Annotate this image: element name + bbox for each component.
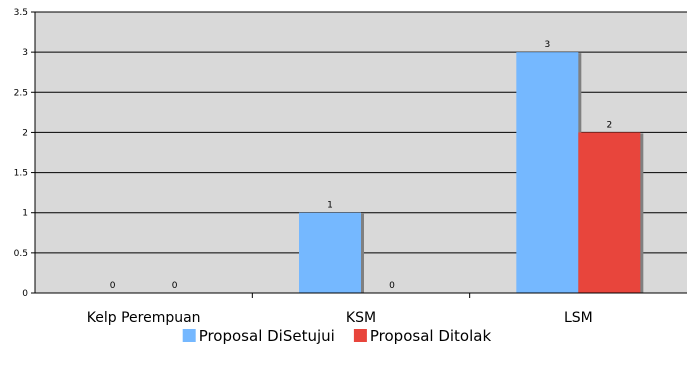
legend-swatch [353,329,367,342]
bar-proposal-ditolak-lsm [578,132,641,293]
y-tick-label: 2 [22,128,28,138]
data-labels: 0 0 1 0 3 2 [110,40,612,291]
x-axis-categories: Kelp Perempuan KSM LSM [87,293,593,326]
data-label: 3 [544,40,550,50]
data-label: 2 [606,120,612,130]
y-tick-label: 0.5 [14,249,28,259]
data-label: 1 [327,201,333,211]
y-tick-label: 0 [22,289,28,299]
data-label: 0 [389,281,395,291]
y-tick-label: 3.5 [14,8,28,18]
legend: Proposal DiSetujui Proposal Ditolak [182,327,492,345]
x-category-label: Kelp Perempuan [87,310,201,326]
bar-proposal-disetujui-lsm [516,52,579,294]
y-axis-ticks: 0 0.5 1 1.5 2 2.5 3 3.5 [14,8,35,299]
y-tick-label: 1 [22,209,28,219]
legend-label: Proposal DiSetujui [199,327,335,345]
x-category-label: LSM [564,310,593,326]
x-category-label: KSM [346,310,376,326]
legend-swatch [182,329,196,342]
data-label: 0 [110,281,116,291]
data-label: 0 [172,281,178,291]
legend-label: Proposal Ditolak [370,327,492,345]
y-tick-label: 1.5 [14,169,28,179]
y-tick-label: 2.5 [14,88,28,98]
y-tick-label: 3 [22,48,28,58]
bar-series [299,52,644,294]
bar-proposal-disetujui-ksm [299,212,361,293]
